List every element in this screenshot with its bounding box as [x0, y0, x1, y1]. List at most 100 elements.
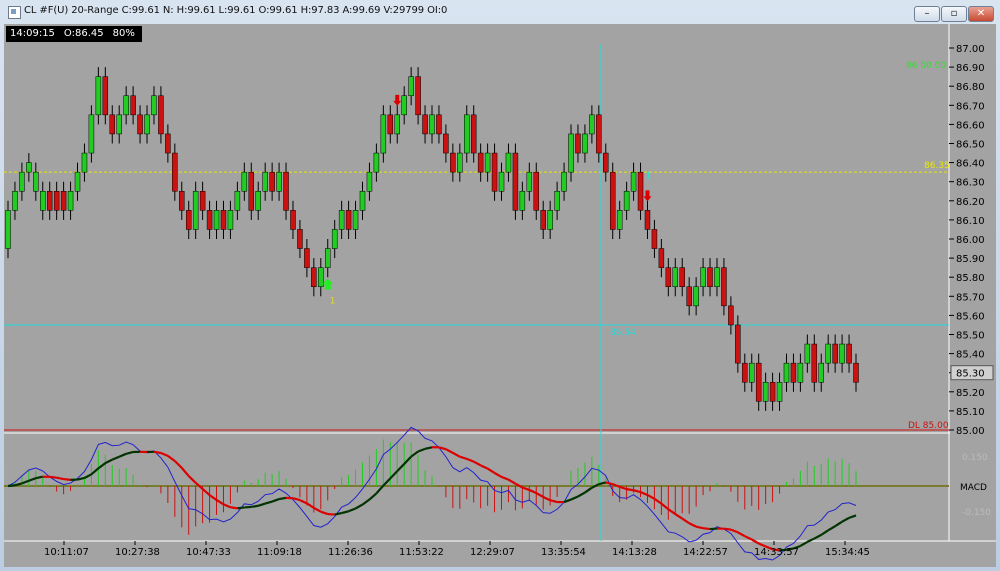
macd-signal-segment: [244, 505, 252, 509]
macd-signal-segment: [507, 478, 516, 485]
signal-label: 1: [330, 297, 336, 307]
macd-signal-segment: [292, 497, 301, 502]
candle-body: [714, 267, 720, 287]
candle-body: [721, 267, 727, 307]
macd-signal-segment: [841, 516, 850, 523]
macd-signal-segment: [806, 537, 815, 543]
macd-signal-segment: [49, 475, 57, 479]
candle-body: [540, 210, 546, 230]
candle-body: [137, 114, 143, 135]
current-price-label: 85.30: [956, 369, 985, 380]
candle-body: [609, 171, 616, 230]
macd-signal-segment: [570, 495, 579, 501]
candle-body: [450, 152, 456, 173]
macd-signal-segment: [466, 457, 475, 463]
title-bar[interactable]: CL #F(U) 20-Range C:99.61 N: H:99.61 L:9…: [0, 0, 1000, 24]
close-button[interactable]: ✕: [968, 6, 994, 22]
macd-signal-segment: [542, 495, 551, 502]
candle-body: [804, 343, 811, 364]
candle-body: [345, 210, 352, 230]
macd-signal-segment: [368, 492, 378, 501]
candle-body: [206, 210, 213, 230]
macd-signal-segment: [187, 475, 197, 484]
candle-body: [227, 210, 234, 230]
macd-signal-segment: [125, 450, 134, 455]
candle-body: [5, 210, 11, 249]
candle-body: [46, 191, 53, 211]
macd-signal-segment: [626, 488, 634, 492]
time-label: 10:27:38: [115, 547, 160, 558]
candle-body: [192, 191, 199, 230]
chart-canvas[interactable]: 87.00 86.90 86.80 86.70 86.60 86.50 86.40 86.30…: [4, 24, 996, 567]
macd-signal-segment: [257, 502, 266, 507]
macd-axis-lower: -0.150: [962, 508, 991, 518]
macd-signal-segment: [180, 467, 190, 477]
candle-body: [616, 210, 623, 230]
time-label: 14:13:28: [612, 547, 657, 558]
macd-signal-segment: [237, 506, 245, 510]
macd-signal-segment: [167, 454, 176, 462]
candle-body: [394, 114, 400, 135]
candle-body: [151, 95, 157, 116]
candle-body: [498, 171, 505, 192]
chart-area[interactable]: 87.00 86.90 86.80 86.70 86.60 86.50 86.40 86.30…: [4, 24, 996, 567]
macd-signal-segment: [605, 481, 613, 486]
macd-signal-segment: [786, 547, 794, 551]
sell-arrow-icon: [393, 94, 402, 106]
candle-body: [387, 114, 394, 135]
macd-signal-segment: [417, 447, 426, 453]
price-tick-label: 85.90: [956, 254, 985, 265]
candle-body: [755, 362, 762, 402]
price-tick-label: 86.40: [956, 159, 985, 170]
macd-signal-segment: [445, 448, 454, 454]
macd-signal-segment: [438, 446, 447, 451]
macd-signal-segment: [723, 527, 732, 531]
macd-signal-segment: [501, 475, 509, 481]
macd-signal-segment: [264, 500, 273, 505]
candle-body: [331, 229, 338, 249]
candle-body: [88, 114, 95, 154]
candle-body: [366, 171, 373, 192]
macd-signal-segment: [230, 506, 238, 510]
macd-signal-segment: [375, 484, 385, 495]
macd-signal-segment: [473, 460, 482, 467]
candle-body: [797, 362, 804, 383]
price-tick-label: 87.00: [956, 44, 985, 55]
macd-signal-segment: [514, 482, 523, 489]
candle-body: [283, 171, 289, 211]
macd-signal-segment: [320, 510, 329, 516]
macd-signal-segment: [480, 464, 489, 470]
candle-body: [213, 210, 220, 230]
price-tick-label: 85.70: [956, 292, 985, 303]
cursor-level-label: 85.54: [610, 328, 636, 338]
candle-body: [477, 152, 484, 173]
candle-body: [665, 267, 672, 287]
maximize-button[interactable]: ▫: [941, 6, 967, 22]
macd-signal-segment: [361, 498, 371, 506]
minimize-button[interactable]: –: [914, 6, 940, 22]
candle-body: [262, 171, 268, 192]
macd-signal-segment: [667, 508, 676, 515]
candle-body: [707, 267, 713, 287]
macd-signal-segment: [772, 548, 780, 552]
candle-body: [359, 191, 366, 211]
candle-body: [165, 133, 171, 154]
candle-body: [748, 362, 755, 383]
macd-signal-segment: [403, 455, 412, 465]
macd-signal-segment: [827, 525, 836, 532]
candle-body: [762, 382, 769, 402]
window-title: CL #F(U) 20-Range C:99.61 N: H:99.61 L:9…: [24, 5, 448, 16]
candle-body: [415, 76, 421, 116]
candle-body: [234, 191, 241, 211]
candle-body: [825, 343, 831, 364]
candle-body: [276, 171, 282, 192]
candle-body: [12, 191, 18, 211]
macd-signal-segment: [535, 492, 544, 498]
candle-body: [19, 171, 25, 192]
candle-body: [179, 191, 185, 211]
macd-signal-segment: [695, 525, 704, 530]
current-price-box: [950, 365, 994, 381]
macd-signal-segment: [278, 496, 287, 501]
candle-body: [436, 114, 442, 135]
candle-body: [457, 152, 463, 173]
